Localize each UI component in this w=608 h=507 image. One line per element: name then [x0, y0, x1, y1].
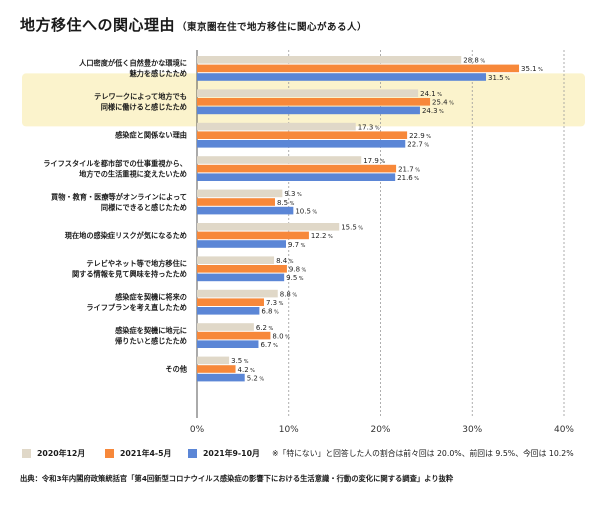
bar: [197, 298, 264, 306]
category-label: 感染症を契機に地元に: [115, 326, 187, 335]
legend-swatch: [22, 449, 31, 458]
legend-item-2021-4-5: 2021年4-5月: [105, 448, 171, 459]
data-label: 8.5%: [277, 199, 295, 207]
bar: [197, 356, 230, 365]
data-label: 6.8%: [261, 308, 279, 316]
data-label: 24.1%: [420, 90, 442, 98]
category-label: 地方での生活重視に変えたいため: [79, 169, 187, 178]
category-label: 現在地の感染症リスクが気になるため: [65, 231, 187, 240]
data-label: 10.5%: [295, 207, 317, 215]
category-label: 魅力を感じたため: [129, 69, 187, 78]
data-label: 12.2%: [311, 232, 333, 240]
legend-label: 2021年4-5月: [120, 449, 172, 458]
legend-label: 2021年9-10月: [203, 449, 260, 458]
legend: 2020年12月 2021年4-5月 2021年9-10月 ※「特にない」と回答…: [22, 448, 602, 462]
bar: [197, 106, 420, 115]
bar: [197, 206, 294, 215]
category-label: テレビやネット等で地方移住に: [86, 259, 187, 268]
data-label: 22.7%: [407, 141, 429, 149]
data-label: 15.5%: [341, 224, 363, 232]
bar: [197, 273, 285, 282]
data-label: 9.5%: [286, 274, 304, 282]
legend-label: 2020年12月: [37, 449, 86, 458]
data-label: 5.2%: [247, 374, 265, 382]
category-label: 買物・教育・医療等がオンラインによって: [50, 192, 187, 201]
bar: [197, 289, 278, 298]
bar: [197, 98, 431, 106]
chart-title: 地方移住への関心理由 （東京圏在住で地方移住に関心がある人）: [20, 14, 367, 35]
bar: [197, 231, 309, 240]
data-label: 9.7%: [288, 241, 306, 249]
bar: [197, 89, 419, 97]
bar: [197, 265, 287, 273]
bar: [197, 164, 397, 173]
legend-item-2021-9-10: 2021年9-10月: [188, 448, 260, 459]
category-label: 同様に働けると感じたため: [101, 103, 187, 112]
bar: [197, 323, 254, 331]
data-label: 17.9%: [363, 157, 385, 165]
data-label: 28.8%: [463, 57, 485, 65]
data-label: 21.6%: [397, 174, 419, 182]
category-label: ライフスタイルを都市部での仕事重視から、: [43, 159, 187, 168]
legend-swatch: [105, 449, 114, 458]
category-label: 帰りたいと感じたため: [115, 336, 187, 345]
x-tick-label: 30%: [462, 425, 482, 435]
bar: [197, 240, 286, 248]
data-label: 22.9%: [409, 132, 431, 140]
category-label: 感染症と関係ない理由: [115, 131, 187, 140]
x-tick-label: 0%: [190, 425, 205, 435]
bar: [197, 64, 520, 73]
bar: [197, 331, 271, 340]
data-label: 25.4%: [432, 99, 454, 107]
bar: [197, 256, 275, 264]
bar: [197, 365, 236, 373]
bar: [197, 340, 259, 348]
bar: [197, 373, 245, 382]
data-label: 8.4%: [276, 257, 294, 265]
category-label: 関する情報を見て興味を持ったため: [72, 270, 187, 279]
data-label: 31.5%: [488, 74, 510, 82]
legend-swatch: [188, 449, 197, 458]
data-label: 6.7%: [260, 341, 278, 349]
category-label: 人口密度が低く自然豊かな環境に: [79, 59, 187, 68]
x-tick-label: 20%: [370, 425, 390, 435]
data-label: 9.3%: [284, 190, 302, 198]
data-label: 17.3%: [358, 123, 380, 131]
x-tick-label: 40%: [554, 425, 574, 435]
data-label: 6.2%: [256, 324, 274, 332]
data-label: 8.8%: [280, 290, 298, 298]
data-label: 9.8%: [289, 266, 307, 274]
category-label: 感染症を契機に将来の: [115, 292, 187, 301]
title-main: 地方移住への関心理由: [20, 16, 176, 34]
category-label: ライフプランを考え直したため: [86, 303, 187, 312]
x-tick-label: 10%: [279, 425, 299, 435]
category-label: テレワークによって地方でも: [94, 92, 187, 101]
bar: [197, 156, 362, 164]
bar: [197, 307, 260, 315]
data-label: 35.1%: [521, 65, 543, 73]
data-label: 4.2%: [238, 366, 256, 374]
data-label: 7.3%: [266, 299, 284, 307]
title-subtitle: （東京圏在住で地方移住に関心がある人）: [177, 22, 368, 33]
bar: [197, 198, 275, 206]
data-label: 3.5%: [231, 357, 249, 365]
bar: [197, 173, 396, 181]
data-label: 21.7%: [398, 165, 420, 173]
source-citation: 出典：令和3年内閣府政策統括官「第4回新型コロナウイルス感染症の影響下における生…: [20, 474, 454, 483]
bar: [197, 131, 408, 139]
category-label: その他: [165, 365, 187, 374]
data-label: 8.0%: [272, 332, 290, 340]
bar: [197, 73, 487, 81]
category-label: 同様にできると感じたため: [101, 203, 187, 212]
bar: [197, 140, 406, 148]
bar: [197, 223, 340, 231]
bar: [197, 56, 462, 64]
footnote: ※「特にない」と回答した人の割合は前々回は 20.0%、前回は 9.5%、今回は…: [272, 449, 574, 458]
bar: [197, 122, 356, 131]
bar: [197, 189, 283, 198]
data-label: 24.3%: [422, 107, 444, 115]
legend-item-2020-12: 2020年12月: [22, 448, 85, 459]
